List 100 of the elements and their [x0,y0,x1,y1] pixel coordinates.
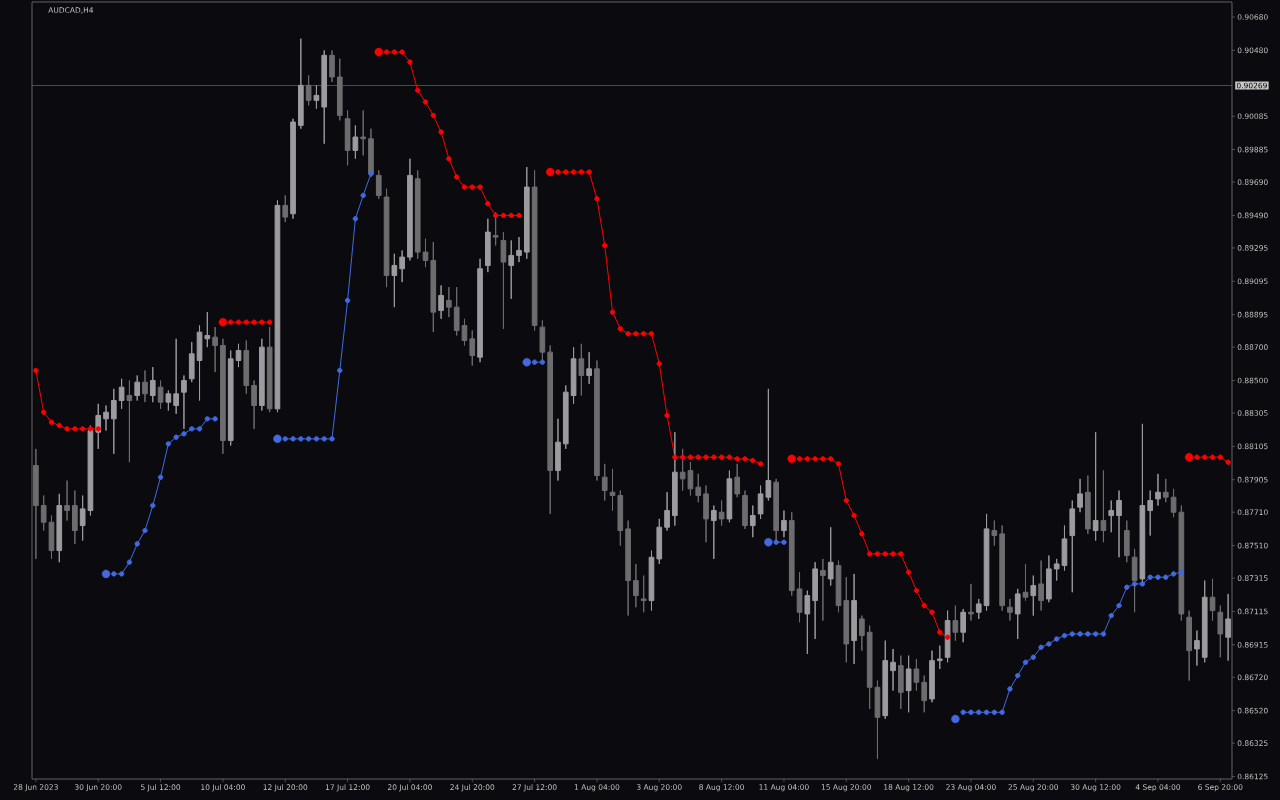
candlestick [960,608,967,643]
candlestick [1092,431,1099,542]
point [1155,574,1161,580]
point [1053,636,1060,642]
point [273,434,282,444]
candlestick [742,490,748,530]
candlestick [165,390,172,411]
candlestick [422,238,429,268]
point [545,167,555,177]
point [337,367,343,374]
point [111,571,117,577]
candlestick [56,493,63,563]
candlestick [157,379,164,410]
point [360,192,366,199]
candlestick [1046,555,1052,603]
candlestick [1186,610,1192,682]
candlestick [562,384,569,450]
candlestick [695,473,702,503]
candlestick [726,470,733,523]
candlestick [360,109,367,156]
candlestick [812,561,818,640]
point [1085,631,1091,637]
point [1108,612,1114,619]
point [298,436,304,442]
candlestick [243,339,250,395]
candlestick [492,211,499,246]
candlestick [282,194,289,223]
point [1030,654,1036,660]
candlestick [485,218,491,273]
candlestick [1085,475,1091,535]
candlestick [890,648,896,692]
candlestick [1217,605,1224,658]
candlestick [266,326,273,413]
point [150,502,156,509]
candlestick [1194,630,1200,667]
point [157,474,164,480]
candlestick [952,605,959,642]
point [374,47,383,57]
candlestick [313,84,320,110]
candlestick [290,118,296,220]
candlestick [804,590,811,655]
candlestick [898,655,904,710]
candlestick [936,645,943,670]
candlestick [344,109,351,166]
candlestick [1162,478,1169,503]
candlestick [968,583,974,622]
candlestick [383,188,390,288]
candlestick [227,349,234,447]
candlestick [656,518,663,565]
candlestick [749,505,756,538]
point [329,436,335,442]
candlestick [126,379,133,463]
point [196,426,203,432]
point [773,539,779,545]
candlestick [999,525,1005,612]
candlestick [134,374,141,401]
candlestick [734,463,741,498]
candlestick [1069,500,1076,593]
candlestick [110,388,117,455]
candlestick [570,346,577,405]
candlestick [1123,520,1130,563]
point [1139,581,1146,587]
point [134,541,140,547]
candlestick [578,343,585,396]
point [1124,584,1130,590]
candlestick [142,369,148,403]
point [787,454,796,464]
point [1116,602,1122,609]
candlestick [788,511,795,597]
candlestick [843,576,850,663]
candlestick [1155,473,1161,507]
candlestick [1014,588,1021,640]
candlestick [321,49,328,145]
candlestick [851,573,857,665]
candlestick [33,448,39,560]
point [976,709,982,715]
candlestick [859,615,865,652]
point [181,431,187,437]
point [764,538,773,547]
point [1131,581,1138,587]
candlestick [905,655,912,713]
point [126,559,133,565]
point [1163,574,1169,580]
candlestick [827,526,834,587]
candlestick [796,571,803,623]
point [781,539,787,545]
point [313,436,320,442]
point [212,416,218,422]
candlestick [547,344,554,515]
candlestick [173,338,179,415]
candlestick [820,558,826,622]
point [101,569,111,579]
candlestick [555,418,561,482]
point [1046,641,1052,647]
point [1170,571,1177,577]
point [321,436,327,442]
point [1061,632,1068,639]
point [1007,686,1013,692]
candlestick [648,550,655,612]
candlestick [983,513,990,612]
